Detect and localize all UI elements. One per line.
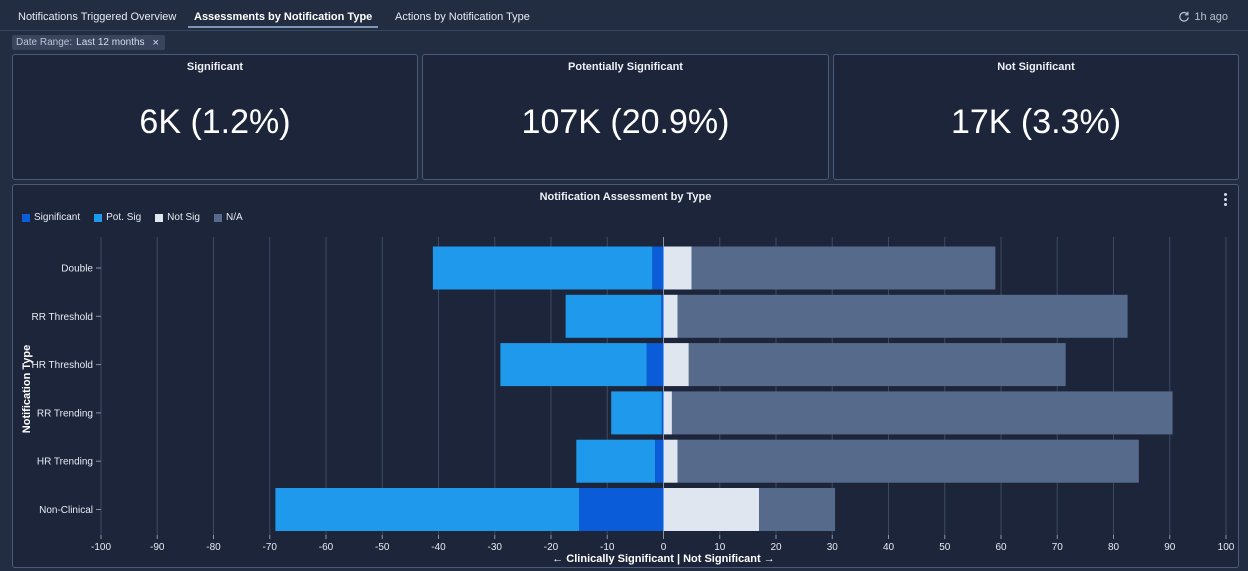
x-axis-label: ← Clinically Significant | Not Significa…: [552, 553, 775, 565]
bar-significant-non-clinical[interactable]: [579, 488, 664, 531]
x-tick-label: 40: [883, 542, 895, 553]
bar-n-a-rr-threshold[interactable]: [677, 294, 1128, 338]
y-tick-label: RR Trending: [37, 408, 93, 419]
y-tick-label: RR Threshold: [31, 312, 93, 323]
date-range-filter-chip[interactable]: Date Range: Last 12 months ×: [12, 35, 165, 50]
tab-bar: Notifications Triggered Overview Assessm…: [0, 0, 1248, 31]
legend-label: Significant: [34, 212, 81, 223]
x-tick-label: 80: [1108, 542, 1120, 553]
tab-actions-by-notification-type[interactable]: Actions by Notification Type: [395, 11, 530, 23]
x-tick-label: -40: [431, 542, 446, 553]
legend-label: Not Sig: [167, 212, 200, 223]
legend-label: N/A: [225, 212, 243, 223]
legend-swatch: [94, 213, 103, 222]
x-tick-label: -50: [375, 542, 390, 553]
legend-swatch: [22, 213, 30, 222]
legend-swatch: [213, 213, 222, 222]
card-title: Potentially Significant: [568, 61, 683, 73]
bar-n-a-hr-threshold[interactable]: [688, 343, 1066, 387]
not-significant-card: Not Significant 17K (3.3%): [833, 54, 1239, 180]
more-options-icon[interactable]: [1220, 193, 1230, 207]
close-icon[interactable]: ×: [152, 36, 159, 49]
x-tick-label: -70: [263, 542, 278, 553]
card-value: 107K (20.9%): [521, 103, 730, 141]
bar-not-sig-non-clinical[interactable]: [663, 488, 760, 531]
filter-value: Last 12 months: [76, 37, 145, 48]
legend-item-not-sig[interactable]: Not Sig: [155, 212, 200, 223]
x-tick-label: 20: [770, 542, 782, 553]
y-tick-label: Non-Clinical: [39, 505, 93, 516]
bar-n-a-non-clinical[interactable]: [759, 488, 836, 531]
tab-assessments-by-notification-type[interactable]: Assessments by Notification Type: [194, 11, 373, 23]
refresh-status[interactable]: 1h ago: [1178, 11, 1228, 23]
x-tick-label: -10: [600, 542, 615, 553]
bar-pot-sig-hr-threshold[interactable]: [500, 343, 647, 387]
bar-significant-rr-trending[interactable]: [661, 391, 664, 435]
card-title: Not Significant: [997, 61, 1075, 73]
x-tick-label: -30: [488, 542, 503, 553]
legend-label: Pot. Sig: [106, 212, 142, 223]
bar-significant-rr-threshold[interactable]: [661, 294, 664, 338]
bar-n-a-hr-trending[interactable]: [677, 439, 1139, 483]
active-tab-indicator: [188, 26, 378, 28]
bar-significant-double[interactable]: [652, 246, 664, 290]
x-tick-label: 70: [1052, 542, 1064, 553]
bar-not-sig-hr-trending[interactable]: [663, 439, 678, 483]
x-tick-label: 10: [714, 542, 726, 553]
bar-significant-hr-trending[interactable]: [655, 439, 664, 483]
x-tick-label: -90: [150, 542, 165, 553]
x-tick-label: 30: [827, 542, 839, 553]
x-tick-label: -60: [319, 542, 334, 553]
tab-notifications-triggered-overview[interactable]: Notifications Triggered Overview: [18, 11, 177, 23]
potentially-significant-card: Potentially Significant 107K (20.9%): [422, 54, 829, 180]
x-tick-label: -20: [544, 542, 559, 553]
legend-item-pot-sig[interactable]: Pot. Sig: [94, 212, 141, 223]
assessment-bar-chart: -100 -90 -80 -70 -60 -50 -40 -30 -20 -10 0 10 20 30 40…: [21, 237, 1235, 565]
bar-pot-sig-double[interactable]: [432, 246, 653, 290]
notification-assessment-chart-panel: Notification Assessment by Type Signific…: [12, 184, 1239, 568]
y-axis-label: Notification Type: [21, 345, 33, 433]
bar-pot-sig-rr-trending[interactable]: [611, 391, 662, 435]
card-value: 6K (1.2%): [139, 103, 291, 141]
bar-not-sig-double[interactable]: [663, 246, 692, 290]
significant-card: Significant 6K (1.2%): [12, 54, 418, 180]
card-title: Significant: [186, 61, 244, 73]
bar-pot-sig-non-clinical[interactable]: [275, 488, 580, 531]
bar-not-sig-rr-trending[interactable]: [663, 391, 672, 435]
y-tick-label: HR Trending: [37, 457, 93, 468]
legend-swatch: [155, 213, 164, 222]
x-tick-label: 90: [1164, 542, 1176, 553]
bar-pot-sig-hr-trending[interactable]: [576, 439, 656, 483]
y-tick-label: Double: [61, 264, 93, 275]
filter-key: Date Range:: [16, 37, 73, 48]
bar-pot-sig-rr-threshold[interactable]: [565, 294, 662, 338]
bar-not-sig-rr-threshold[interactable]: [663, 294, 678, 338]
bar-significant-hr-threshold[interactable]: [646, 343, 664, 387]
refresh-label: 1h ago: [1194, 11, 1228, 23]
bar-n-a-rr-trending[interactable]: [671, 391, 1173, 435]
card-value: 17K (3.3%): [950, 103, 1122, 141]
x-tick-label: 50: [939, 542, 951, 553]
x-tick-label: 0: [661, 542, 667, 553]
x-tick-label: -100: [91, 542, 111, 553]
chart-legend: Significant Pot. Sig Not Sig N/A: [22, 212, 243, 223]
chart-title: Notification Assessment by Type: [539, 191, 712, 203]
bar-not-sig-hr-threshold[interactable]: [663, 343, 689, 387]
y-tick-label: HR Threshold: [31, 360, 93, 371]
bar-n-a-double[interactable]: [691, 246, 996, 290]
legend-item-significant[interactable]: Significant: [22, 212, 80, 223]
refresh-icon: [1179, 11, 1190, 22]
x-tick-label: 60: [995, 542, 1007, 553]
legend-item-na[interactable]: N/A: [213, 212, 243, 223]
x-tick-label: -80: [206, 542, 221, 553]
x-tick-label: 100: [1218, 542, 1235, 553]
